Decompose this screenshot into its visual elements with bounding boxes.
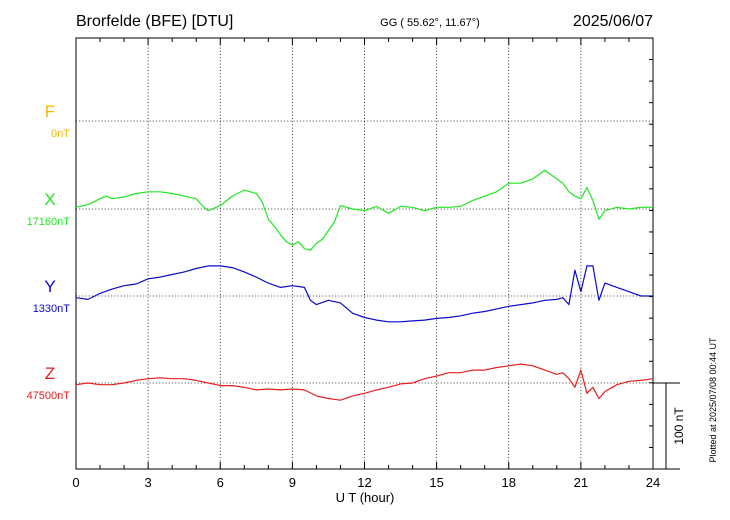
grid [76, 38, 653, 469]
scale-bar-label: 100 nT [672, 407, 686, 445]
x-tick-label: 24 [646, 475, 660, 490]
channel-baseline-z: 47500nT [27, 390, 71, 402]
x-tick-label: 12 [357, 475, 371, 490]
x-tick-label: 21 [574, 475, 588, 490]
x-tick-label: 3 [145, 475, 152, 490]
channel-baseline-f: 0nT [51, 128, 70, 140]
date-label: 2025/06/07 [573, 13, 653, 30]
channel-name-y: Y [44, 277, 55, 296]
channel-name-x: X [44, 190, 55, 209]
series-line-x [75, 169, 653, 251]
x-tick-label: 15 [429, 475, 443, 490]
series-line-z [75, 363, 654, 401]
x-axis-label: U T (hour) [336, 490, 395, 505]
series-line-y [75, 265, 653, 323]
channel-labels: F 0nT X 17160nT Y 1330nT Z 47500nT [27, 102, 71, 402]
channel-baseline-x: 17160nT [27, 216, 71, 228]
x-tick-label: 18 [502, 475, 516, 490]
scale-bar: 100 nT [653, 382, 686, 470]
channel-name-z: Z [45, 364, 55, 383]
plotted-at-note: Plotted at 2025/07/08 00:44 UT [708, 337, 718, 463]
x-tick-label: 9 [289, 475, 296, 490]
x-tick-label: 6 [217, 475, 224, 490]
x-tick-label: 0 [72, 475, 79, 490]
station-title: Brorfelde (BFE) [DTU] [76, 13, 233, 30]
series-layer [75, 169, 654, 401]
x-ticks: 0 3 6 9 12 15 18 21 24 [72, 37, 660, 490]
channel-baseline-y: 1330nT [33, 303, 71, 315]
channel-name-f: F [45, 102, 55, 121]
coordinates: GG ( 55.62°, 11.67°) [380, 17, 480, 29]
